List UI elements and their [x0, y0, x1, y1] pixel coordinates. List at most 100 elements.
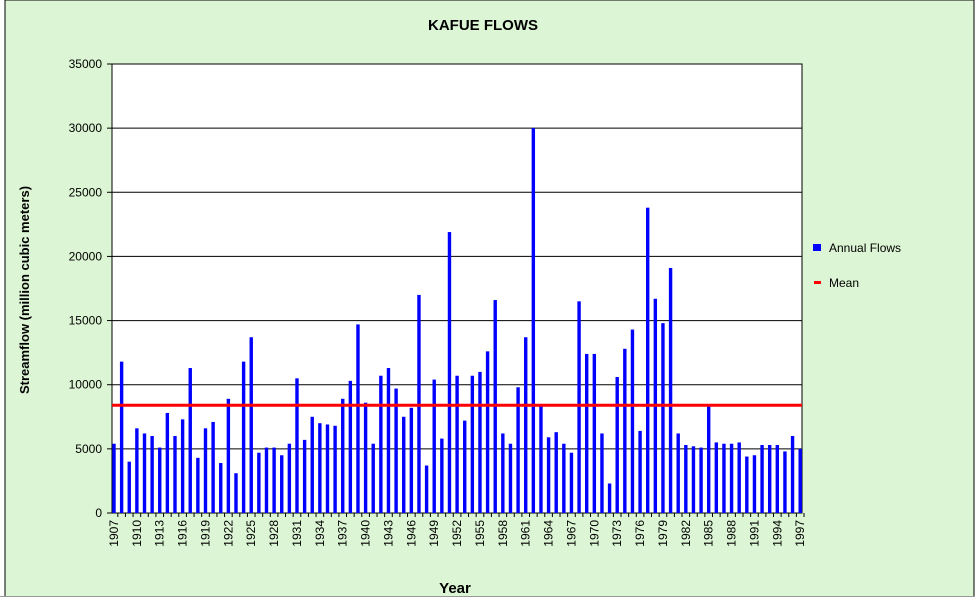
x-axis-ticks: 1907 1910 1913 1916 1919 1922 1925 1928 1931 1934… — [107, 513, 807, 547]
bar — [203, 428, 208, 513]
bar — [356, 324, 360, 513]
bar — [600, 433, 604, 513]
bar — [310, 416, 314, 513]
bar — [775, 445, 780, 513]
bar — [447, 232, 452, 513]
bar — [722, 443, 726, 513]
bar — [272, 447, 276, 513]
bar — [546, 437, 551, 513]
bar — [142, 433, 147, 513]
bar — [127, 461, 131, 513]
y-tick-label: 10000 — [69, 378, 103, 392]
x-tick-label: 1952 — [450, 520, 464, 547]
x-tick-label: 1955 — [473, 520, 487, 547]
bar — [379, 375, 383, 513]
bar — [592, 353, 597, 513]
x-tick-label: 1937 — [336, 520, 350, 547]
x-tick-label: 1985 — [702, 520, 716, 547]
bar — [638, 430, 642, 513]
x-tick-label: 1931 — [290, 520, 304, 547]
y-tick-label: 20000 — [69, 249, 103, 263]
bar — [630, 329, 635, 513]
bar — [485, 351, 490, 513]
bar — [501, 433, 505, 513]
bar — [409, 407, 414, 513]
bar — [646, 207, 650, 513]
bar — [165, 412, 170, 513]
bar — [257, 452, 261, 513]
chart-title: KAFUE FLOWS — [428, 17, 538, 34]
bar — [363, 402, 368, 513]
bar — [752, 455, 757, 513]
x-tick-label: 1988 — [725, 520, 739, 547]
bar — [150, 436, 154, 513]
bar — [783, 451, 787, 513]
bar — [211, 421, 215, 513]
bar — [684, 445, 688, 513]
bar — [623, 348, 627, 513]
bar — [508, 443, 513, 513]
x-tick-label: 1991 — [747, 520, 761, 547]
x-tick-label: 1970 — [587, 520, 601, 547]
bar — [463, 420, 467, 513]
y-tick-label: 30000 — [69, 121, 103, 135]
x-tick-label: 1925 — [244, 520, 258, 547]
bar — [516, 387, 520, 513]
legend-swatch-mean — [814, 281, 821, 284]
x-tick-label: 1979 — [656, 520, 670, 547]
bar — [668, 267, 673, 513]
x-tick-label: 1961 — [519, 520, 533, 547]
bar — [577, 301, 581, 513]
bar — [402, 416, 406, 513]
bar — [394, 388, 398, 513]
bar — [264, 447, 269, 513]
bar — [539, 403, 543, 513]
bar — [241, 361, 246, 513]
x-tick-label: 1964 — [542, 520, 556, 547]
x-tick-label: 1928 — [267, 520, 281, 547]
legend: Annual Flows Mean — [813, 241, 901, 290]
y-tick-label: 15000 — [69, 314, 103, 328]
bar — [249, 337, 253, 513]
x-tick-label: 1973 — [610, 520, 624, 547]
x-tick-label: 1934 — [313, 520, 327, 547]
bar — [714, 442, 719, 513]
bar — [569, 452, 574, 513]
x-tick-label: 1997 — [793, 520, 807, 547]
x-axis-label: Year — [439, 580, 471, 597]
bar — [745, 456, 749, 513]
x-tick-label: 1943 — [381, 520, 395, 547]
x-tick-label: 1922 — [221, 520, 235, 547]
legend-label-annual-flows: Annual Flows — [829, 241, 901, 255]
y-tick-label: 25000 — [69, 185, 103, 199]
bar — [180, 419, 185, 513]
bar — [119, 361, 124, 513]
y-tick-label: 5000 — [75, 442, 102, 456]
bar — [699, 447, 703, 513]
x-tick-label: 1910 — [130, 520, 144, 547]
bar — [729, 443, 734, 513]
bar — [554, 432, 558, 513]
bar — [676, 433, 680, 513]
x-tick-label: 1982 — [679, 520, 693, 547]
bar — [706, 406, 711, 513]
bar — [455, 375, 459, 513]
bar — [219, 462, 223, 513]
bar — [691, 446, 696, 513]
x-tick-label: 1967 — [564, 520, 578, 547]
bar — [790, 436, 795, 513]
x-tick-label: 1949 — [427, 520, 441, 547]
bar — [737, 442, 741, 513]
bar — [333, 425, 337, 513]
bar — [767, 445, 772, 513]
bar — [348, 380, 353, 513]
bar — [432, 379, 436, 513]
bar — [135, 428, 139, 513]
bar — [607, 483, 612, 513]
y-tick-label: 35000 — [69, 57, 103, 71]
x-tick-label: 1946 — [404, 520, 418, 547]
bar — [562, 443, 566, 513]
y-axis-label: Streamflow (million cubic meters) — [17, 186, 32, 394]
